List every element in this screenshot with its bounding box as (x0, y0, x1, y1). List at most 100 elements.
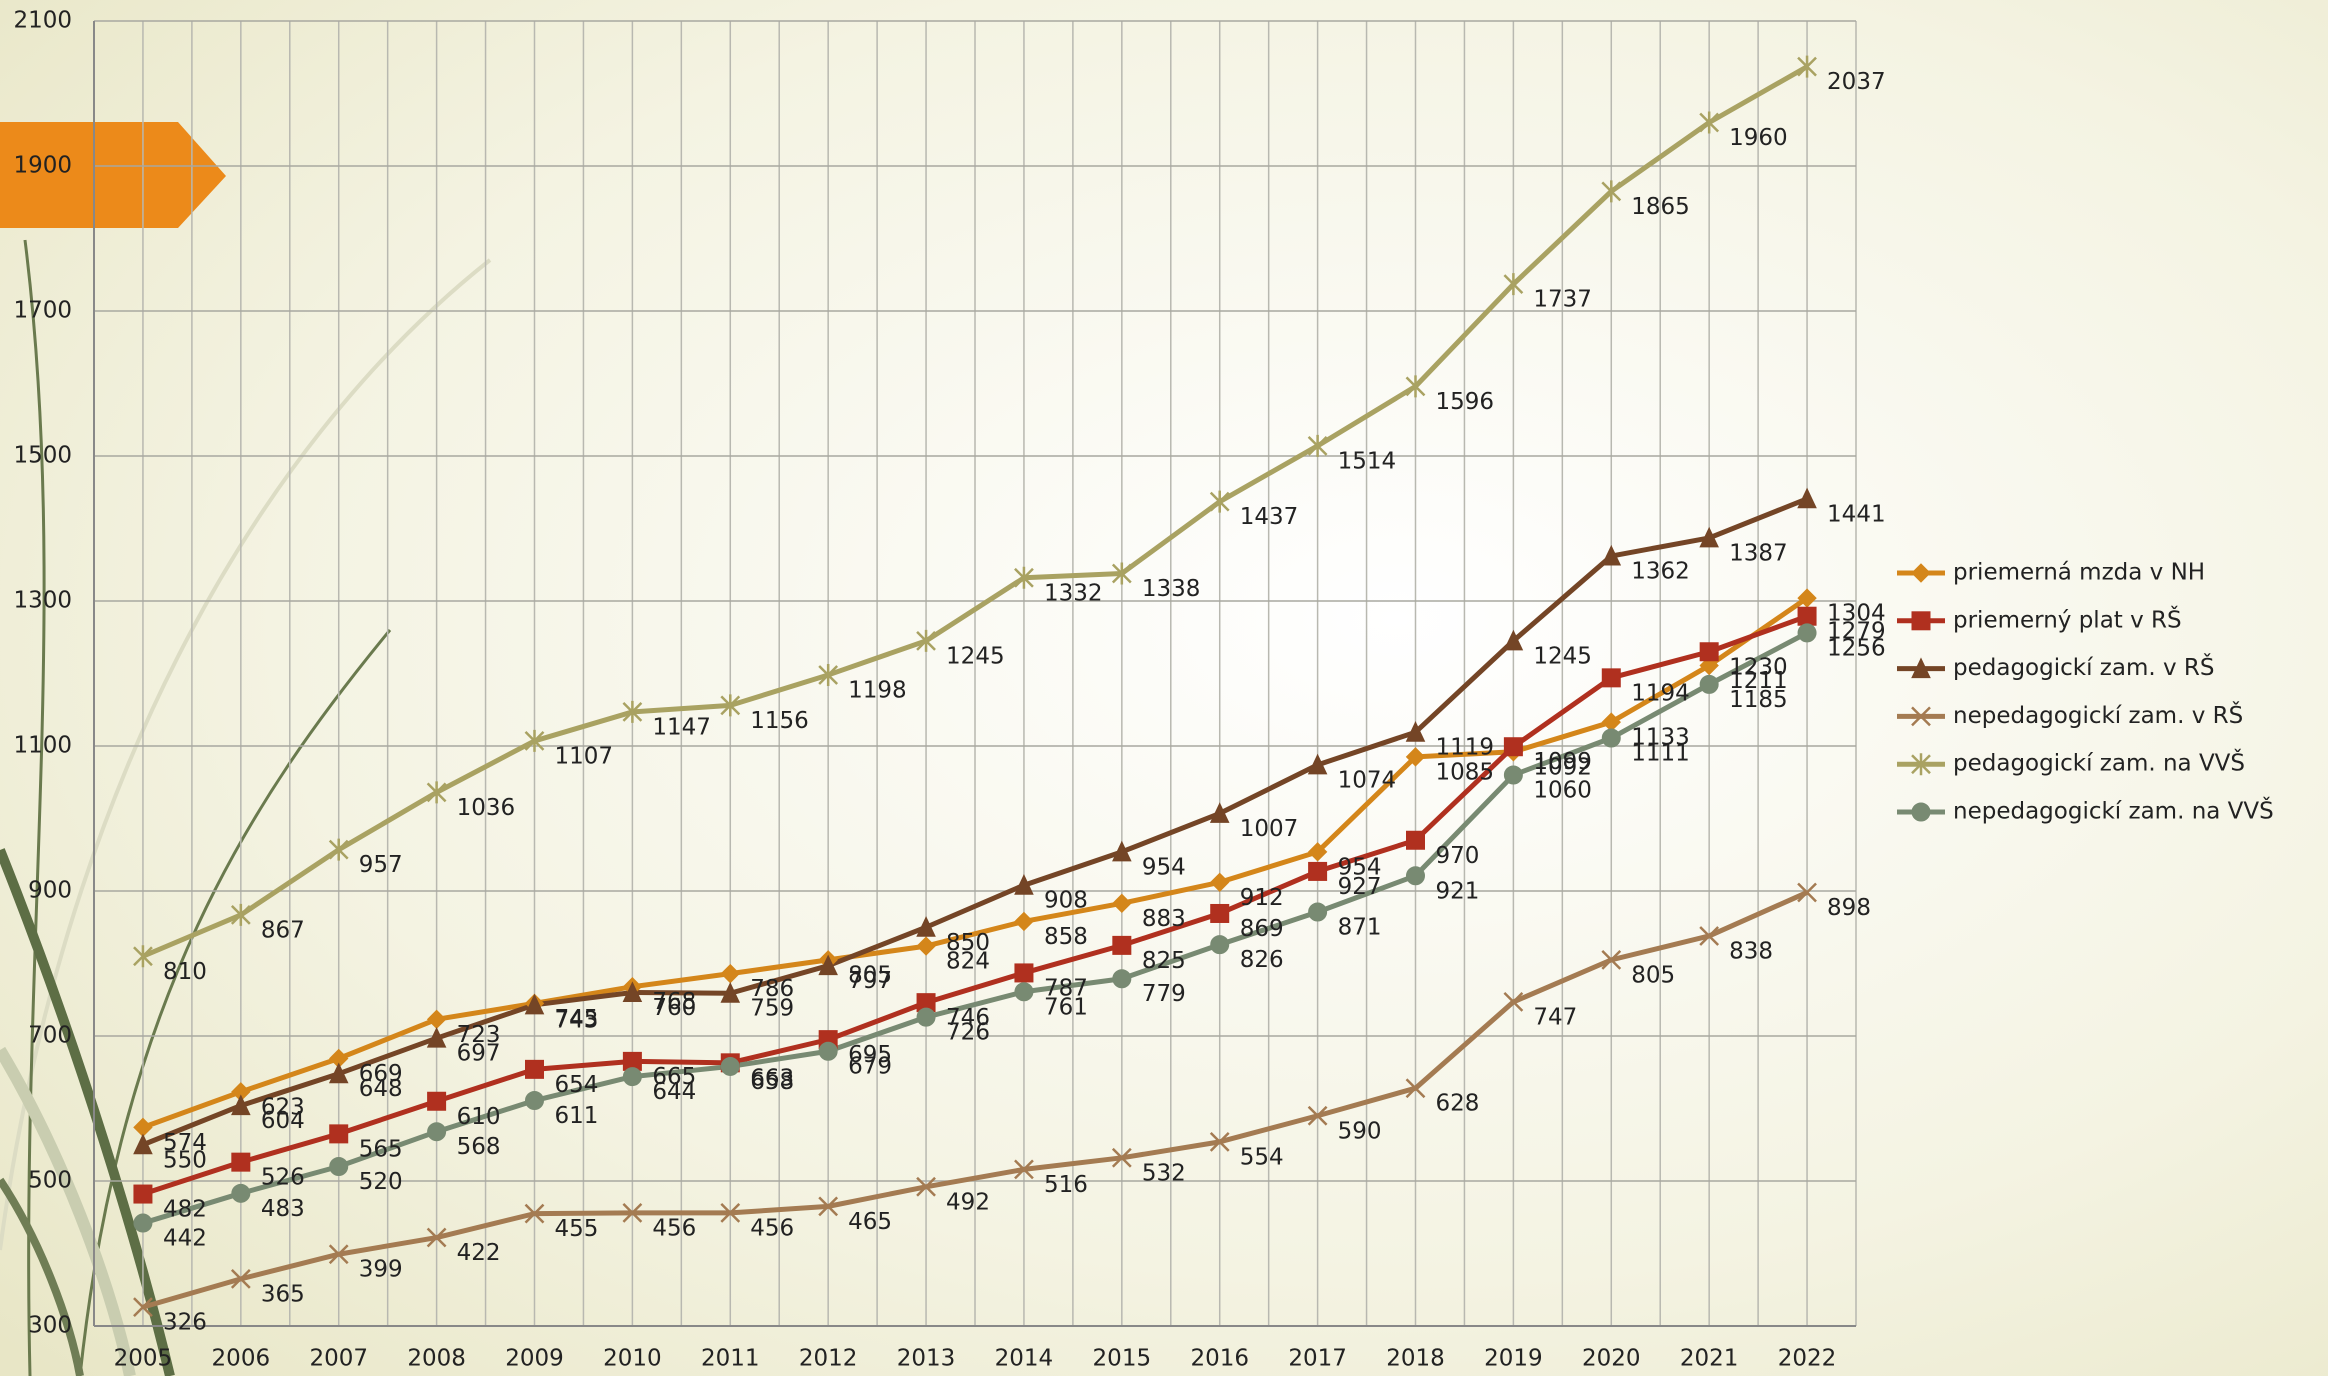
data-label: 628 (1436, 1091, 1480, 1117)
data-label: 954 (1338, 854, 1382, 880)
data-label: 695 (848, 1042, 892, 1068)
data-label: 1099 (1533, 749, 1592, 775)
data-label: 483 (261, 1196, 305, 1222)
marker (1014, 911, 1034, 932)
data-label: 805 (848, 962, 892, 988)
marker (916, 629, 936, 652)
data-label: 697 (457, 1041, 501, 1067)
legend-marker (1911, 611, 1931, 631)
data-label: 850 (946, 930, 990, 956)
marker (524, 1203, 545, 1224)
data-label: 1441 (1827, 501, 1886, 527)
series-line (142, 496, 1808, 1148)
data-label: 747 (1533, 1004, 1577, 1030)
data-label: 797 (848, 968, 892, 994)
marker (525, 1091, 544, 1111)
data-label: 2037 (1827, 69, 1886, 95)
data-label: 1437 (1240, 504, 1299, 530)
data-label: 1107 (555, 743, 614, 769)
marker (622, 1067, 642, 1087)
legend-label: pedagogickí zam. v RŠ (1953, 653, 2214, 681)
data-label: 768 (652, 989, 696, 1015)
data-label: 1362 (1631, 559, 1690, 585)
marker (525, 1059, 544, 1079)
legend-label: priemerný plat v RŠ (1953, 605, 2182, 633)
marker (1112, 935, 1132, 955)
data-label: 1185 (1729, 687, 1788, 713)
x-tick-label: 2012 (799, 1346, 858, 1372)
data-label: 883 (1142, 906, 1186, 932)
data-label: 759 (750, 996, 794, 1022)
marker (328, 1244, 349, 1265)
x-tick-label: 2015 (1093, 1346, 1152, 1372)
data-label: 1060 (1533, 778, 1592, 804)
marker (1601, 544, 1622, 566)
marker (524, 993, 545, 1015)
data-label: 611 (555, 1103, 599, 1129)
data-label: 520 (359, 1169, 403, 1195)
x-tick-label: 2017 (1288, 1346, 1347, 1372)
data-label: 1211 (1729, 668, 1788, 694)
marker (524, 729, 545, 752)
marker (1699, 642, 1719, 662)
data-label: 787 (1044, 975, 1088, 1001)
y-tick-label: 700 (28, 1023, 72, 1049)
y-tick-label: 1300 (13, 588, 72, 614)
y-tick-label: 500 (28, 1168, 72, 1194)
data-label: 1596 (1436, 389, 1495, 415)
data-label: 1387 (1729, 540, 1788, 566)
data-label: 824 (946, 949, 990, 975)
data-label: 648 (359, 1076, 403, 1102)
marker (1503, 737, 1523, 757)
marker (1111, 562, 1132, 585)
marker (1112, 893, 1132, 914)
marker (1406, 830, 1425, 850)
data-label: 826 (1240, 947, 1284, 973)
marker (1014, 963, 1034, 983)
marker (1308, 902, 1328, 922)
data-label: 1007 (1240, 816, 1299, 842)
marker (1601, 728, 1621, 748)
data-label: 455 (555, 1216, 599, 1242)
marker (1112, 840, 1132, 862)
marker (1503, 273, 1524, 296)
data-label: 908 (1044, 888, 1088, 914)
data-label: 858 (1044, 924, 1088, 950)
marker (1797, 882, 1817, 903)
y-tick-label: 1500 (13, 443, 72, 469)
marker (1307, 1105, 1328, 1126)
marker (1308, 861, 1328, 881)
y-tick-label: 300 (28, 1313, 72, 1339)
data-label: 516 (1044, 1172, 1088, 1198)
data-label: 590 (1338, 1118, 1382, 1144)
marker (818, 954, 838, 976)
data-label: 723 (457, 1022, 501, 1048)
marker (1014, 982, 1034, 1002)
legend-label: nepedagogickí zam. v RŠ (1953, 701, 2243, 729)
data-label: 1133 (1631, 725, 1690, 751)
marker (1699, 674, 1719, 694)
marker (1307, 842, 1328, 862)
marker (133, 1133, 153, 1155)
data-label: 743 (555, 1007, 599, 1033)
marker (426, 1027, 447, 1048)
data-label: 658 (750, 1069, 794, 1095)
marker (230, 1268, 251, 1289)
data-label: 970 (1436, 843, 1480, 869)
series-line (142, 596, 1809, 1130)
marker (1405, 721, 1426, 742)
series-line (142, 890, 1809, 1310)
data-label: 867 (261, 917, 305, 943)
marker (818, 1041, 838, 1061)
marker (1014, 566, 1034, 589)
data-label: 1960 (1729, 125, 1788, 151)
marker (1601, 180, 1622, 203)
data-label: 554 (1240, 1144, 1284, 1170)
marker (1209, 1131, 1230, 1152)
x-tick-label: 2016 (1190, 1346, 1249, 1372)
marker (328, 1062, 349, 1084)
marker (133, 945, 153, 968)
x-tick-label: 2005 (114, 1346, 173, 1372)
data-label: 927 (1338, 874, 1382, 900)
